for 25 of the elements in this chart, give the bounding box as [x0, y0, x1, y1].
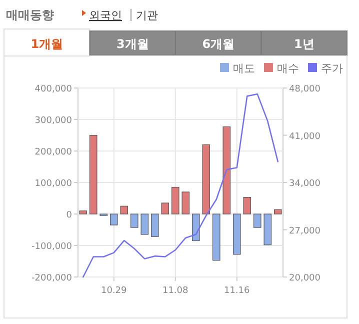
text: 기관 [136, 9, 158, 22]
legend-label: 매도 [233, 62, 255, 75]
y2-tick-label: 20,000 [289, 274, 321, 284]
legend-label: 주가 [321, 62, 343, 75]
text: 1개월 [30, 37, 64, 51]
y-tick-label: 100,000 [34, 179, 72, 189]
x-tick-label: 11.16 [224, 286, 250, 296]
text: 3개월 [116, 37, 149, 51]
y2-tick-label: 34,000 [289, 179, 321, 189]
y-tick-label: -200,000 [32, 274, 72, 284]
legend-label: 매수 [277, 62, 299, 75]
x-tick-label: 11.08 [162, 286, 189, 296]
text: 6개월 [202, 37, 235, 51]
y-tick-label: -100,000 [32, 242, 72, 252]
text: 외국인 [89, 9, 122, 22]
y-tick-label: 0 [66, 210, 72, 220]
y-tick-label: 300,000 [34, 116, 72, 126]
y2-tick-label: 27,000 [289, 226, 321, 236]
text: 1년 [294, 37, 314, 51]
chart-title: 매매동향 [6, 8, 54, 22]
y-tick-label: 400,000 [34, 84, 72, 94]
y-tick-label: 200,000 [34, 148, 72, 158]
x-tick-label: 10.29 [100, 286, 128, 296]
y2-tick-label: 41,000 [289, 132, 321, 142]
y2-tick-label: 48,000 [289, 84, 321, 94]
